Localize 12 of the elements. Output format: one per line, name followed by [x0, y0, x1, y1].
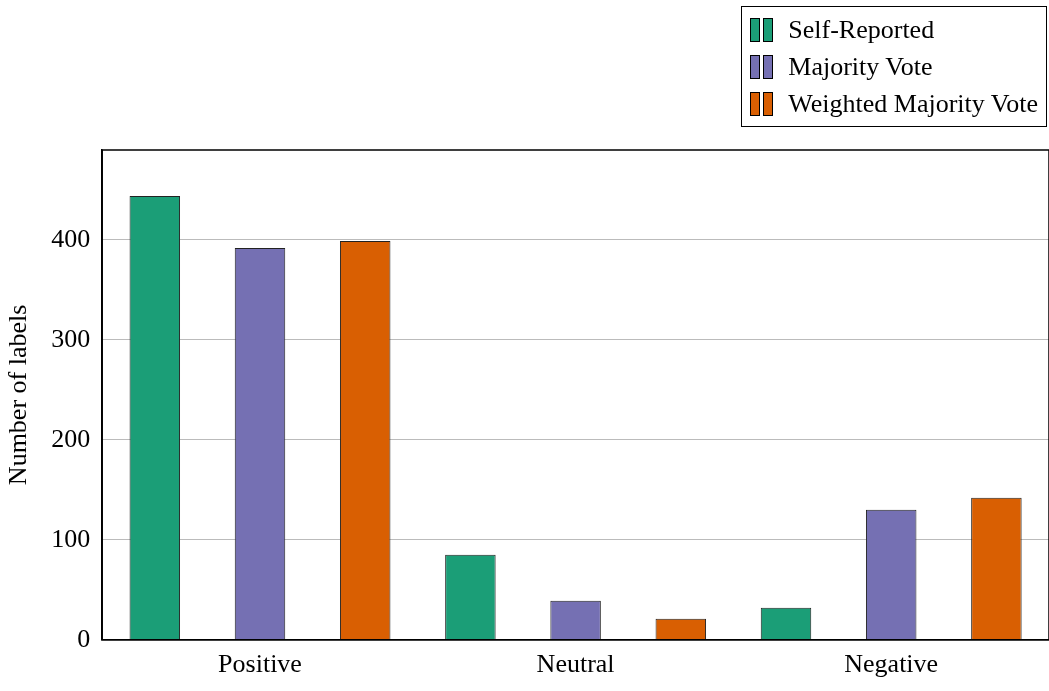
y-tick-label: 300 — [51, 323, 91, 353]
x-tick-label: Neutral — [536, 649, 615, 679]
y-axis-title: Number of labels — [3, 304, 33, 486]
y-tick-label: 0 — [77, 623, 91, 653]
y-tick-label: 100 — [51, 523, 91, 553]
y-tick-label: 400 — [51, 223, 91, 253]
legend-label: Majority Vote — [788, 51, 933, 82]
legend-label: Weighted Majority Vote — [788, 88, 1038, 119]
legend-label: Self-Reported — [788, 14, 935, 45]
y-tick-label: 200 — [51, 423, 91, 453]
x-tick-label: Positive — [218, 649, 302, 679]
x-tick-label: Negative — [844, 649, 939, 679]
